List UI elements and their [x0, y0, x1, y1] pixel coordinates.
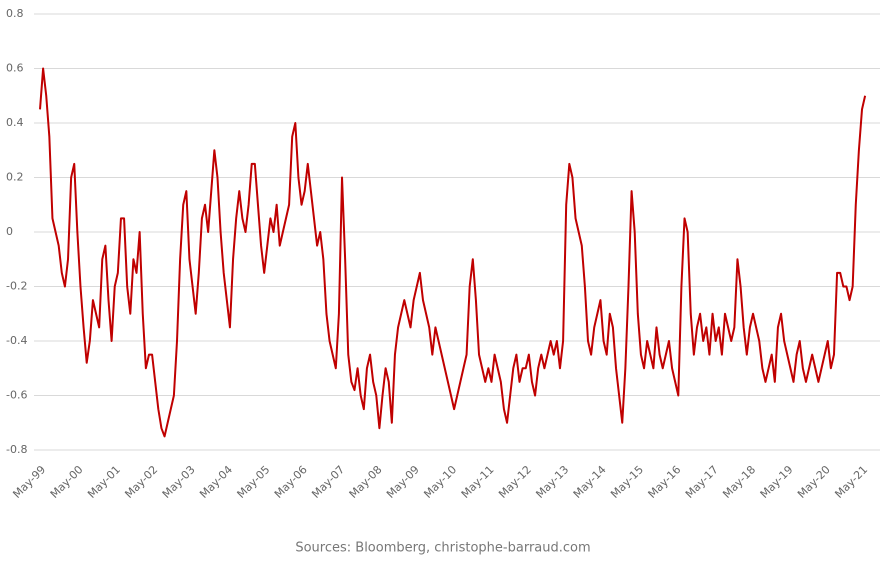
x-tick-label: May-03: [160, 463, 198, 501]
x-tick-label: May-10: [421, 463, 459, 501]
x-tick-label: May-17: [683, 463, 721, 501]
x-tick-label: May-02: [122, 463, 160, 501]
y-tick-label: -0.2: [6, 280, 27, 293]
x-tick-label: May-06: [272, 463, 310, 501]
x-tick-label: May-04: [197, 463, 235, 501]
line-series: [39, 67, 867, 438]
y-tick-label: 0.4: [6, 116, 24, 129]
y-tick-label: 0: [6, 225, 13, 238]
y-tick-label: 0.8: [6, 7, 24, 20]
x-tick-label: May-14: [571, 463, 609, 501]
x-tick-label: May-15: [608, 463, 646, 501]
x-tick-label: May-05: [235, 463, 273, 501]
x-tick-label: May-00: [48, 463, 86, 501]
x-tick-label: May-11: [459, 463, 497, 501]
x-tick-label: May-99: [10, 463, 48, 501]
x-tick-label: May-07: [309, 463, 347, 501]
y-tick-label: -0.8: [6, 443, 27, 456]
x-tick-label: May-12: [496, 463, 534, 501]
x-tick-label: May-18: [720, 463, 758, 501]
source-note: Sources: Bloomberg, christophe-barraud.c…: [295, 541, 590, 556]
x-tick-label: May-20: [795, 463, 833, 501]
x-tick-label: May-09: [384, 463, 422, 501]
x-tick-label: May-19: [758, 463, 796, 501]
y-tick-label: 0.6: [6, 62, 24, 75]
x-tick-label: May-13: [533, 463, 571, 501]
y-tick-label: -0.4: [6, 334, 27, 347]
y-tick-label: 0.2: [6, 171, 24, 184]
x-tick-label: May-16: [646, 463, 684, 501]
x-tick-label: May-21: [832, 463, 870, 501]
x-tick-label: May-08: [347, 463, 385, 501]
y-tick-label: -0.6: [6, 389, 27, 402]
x-tick-label: May-01: [85, 463, 123, 501]
